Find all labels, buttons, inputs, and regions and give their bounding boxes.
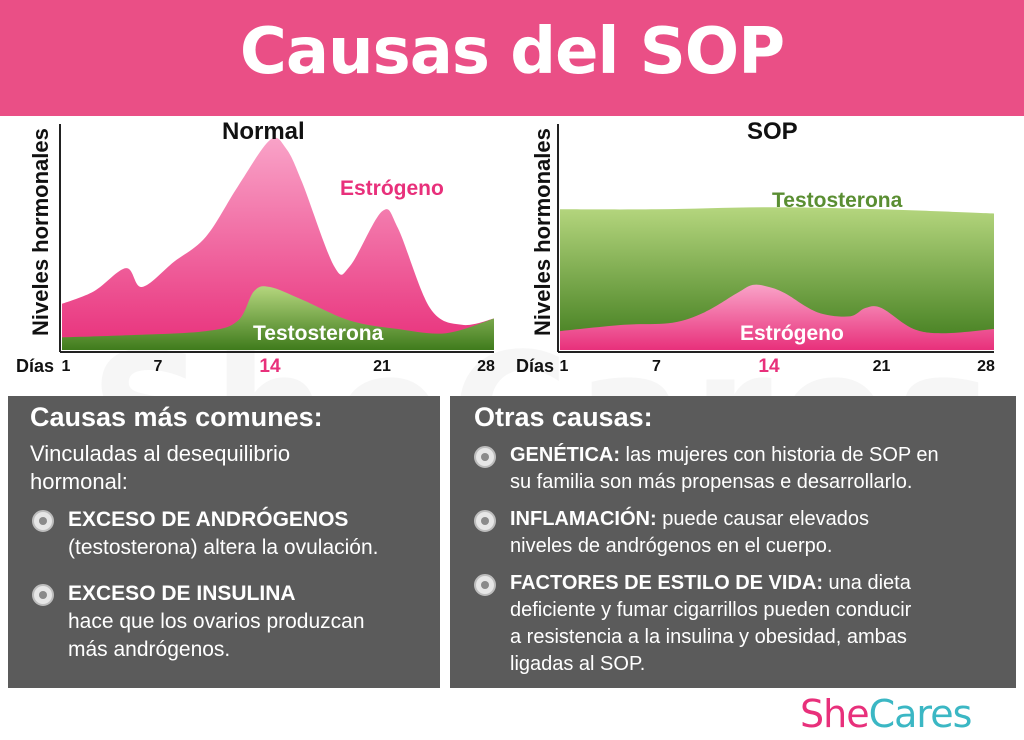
logo-she: She xyxy=(800,692,870,736)
cause-item-text: EXCESO DE ANDRÓGENOS (testosterona) alte… xyxy=(68,506,379,562)
x-axis-label: Días xyxy=(516,356,555,376)
y-axis-label: Niveles hormonales xyxy=(28,128,53,336)
cause-item-title: EXCESO DE INSULINA xyxy=(68,582,296,605)
bullet-icon xyxy=(32,510,54,532)
cause-item-androgens: EXCESO DE ANDRÓGENOS (testosterona) alte… xyxy=(32,506,432,566)
x-tick-label: 28 xyxy=(477,358,495,375)
intro-line: Vinculadas al desequilibrio xyxy=(30,441,291,466)
x-tick-label: 7 xyxy=(153,358,163,375)
cause-item-genetics: GENÉTICA: las mujeres con historia de SO… xyxy=(474,442,1004,498)
area-estrogen xyxy=(560,284,994,350)
x-tick-label: 1 xyxy=(559,358,569,375)
cause-item-text: FACTORES DE ESTILO DE VIDA: una dieta de… xyxy=(510,570,911,678)
x-tick-label: 7 xyxy=(651,358,661,375)
cause-item-text: EXCESO DE INSULINA hace que los ovarios … xyxy=(68,580,365,664)
other-causes-panel: Otras causas: GENÉTICA: las mujeres con … xyxy=(450,396,1016,688)
page-title: Causas del SOP xyxy=(239,15,785,89)
chart-title: Normal xyxy=(222,118,305,145)
chart-normal-svg xyxy=(59,124,494,353)
x-tick-label: 14 xyxy=(758,356,780,377)
x-tick-label: 28 xyxy=(977,358,995,375)
cause-item-line: hace que los ovarios produzcan xyxy=(68,610,365,633)
cause-item-line: una dieta xyxy=(823,572,911,594)
shecares-logo: SheCares xyxy=(800,692,973,736)
cause-item-text: GENÉTICA: las mujeres con historia de SO… xyxy=(510,442,939,496)
common-causes-heading: Causas más comunes: xyxy=(30,402,323,432)
chart-sop-svg xyxy=(557,124,994,353)
cause-item-line: puede causar elevados xyxy=(656,508,870,530)
series-label-testosterone: Testosterona xyxy=(253,322,384,345)
cause-item-line: más andrógenos. xyxy=(68,638,231,661)
cause-item-line: deficiente y fumar cigarrillos pueden co… xyxy=(510,599,912,621)
bullet-icon xyxy=(474,446,496,468)
cause-item-lifestyle: FACTORES DE ESTILO DE VIDA: una dieta de… xyxy=(474,570,1004,680)
cause-item-line: las mujeres con historia de SOP en xyxy=(620,444,939,466)
other-causes-heading: Otras causas: xyxy=(474,402,653,432)
cause-item-insulin: EXCESO DE INSULINA hace que los ovarios … xyxy=(32,580,432,670)
bullet-icon xyxy=(474,574,496,596)
x-tick-label: 21 xyxy=(872,358,891,375)
chart-title: SOP xyxy=(747,118,798,145)
intro-line: hormonal: xyxy=(30,469,128,494)
common-causes-intro: Vinculadas al desequilibrio hormonal: xyxy=(30,440,290,496)
cause-item-line: a resistencia a la insulina y obesidad, … xyxy=(510,626,907,648)
x-tick-label: 1 xyxy=(61,358,71,375)
series-label-estrogen: Estrógeno xyxy=(740,322,844,345)
cause-item-line: (testosterona) altera la ovulación. xyxy=(68,536,379,559)
title-banner: Causas del SOP xyxy=(0,0,1024,116)
x-tick-label: 14 xyxy=(259,356,281,377)
bullet-icon xyxy=(32,584,54,606)
common-causes-panel: Causas más comunes: Vinculadas al desequ… xyxy=(8,396,440,688)
x-tick-label: 21 xyxy=(373,358,391,375)
cause-item-line: su familia son más propensas e desarroll… xyxy=(510,471,913,493)
y-axis-label: Niveles hormonales xyxy=(530,128,555,336)
area-testosterone xyxy=(62,286,494,350)
x-axis-label: Días xyxy=(16,356,55,376)
cause-item-title: EXCESO DE ANDRÓGENOS xyxy=(68,508,349,531)
cause-item-title: GENÉTICA: xyxy=(510,444,620,466)
series-label-estrogen: Estrógeno xyxy=(340,177,444,200)
cause-item-title: FACTORES DE ESTILO DE VIDA: xyxy=(510,572,823,594)
cause-item-text: INFLAMACIÓN: puede causar elevados nivel… xyxy=(510,506,869,560)
cause-item-line: ligadas al SOP. xyxy=(510,653,646,675)
area-estrogen xyxy=(62,137,494,350)
logo-cares: Cares xyxy=(868,692,973,736)
chart-normal: Normal Niveles hormonales Estrógeno Test… xyxy=(0,116,500,386)
chart-sop: SOP Niveles hormonales Testosterona Estr… xyxy=(500,116,1024,386)
cause-item-line: niveles de andrógenos en el cuerpo. xyxy=(510,535,833,557)
series-label-testosterone: Testosterona xyxy=(772,189,903,212)
bullet-icon xyxy=(474,510,496,532)
cause-item-inflammation: INFLAMACIÓN: puede causar elevados nivel… xyxy=(474,506,1004,562)
cause-item-title: INFLAMACIÓN: xyxy=(510,508,657,530)
